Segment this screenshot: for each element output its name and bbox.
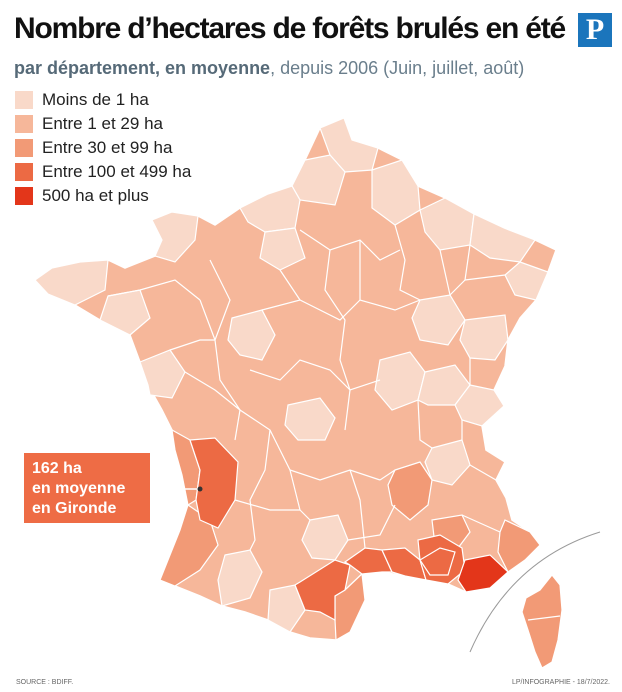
department-border [234,499,300,511]
legend-item: 500 ha et plus [15,184,191,208]
le-parisien-logo: P [578,13,612,47]
department [497,519,541,573]
gironde-callout: 162 ha en moyenne en Gironde [24,453,150,523]
subtitle-bold: par département, en moyenne [14,58,271,78]
legend-label: Moins de 1 ha [42,90,149,109]
legend-swatch [15,91,33,109]
callout-line: 162 ha [32,460,82,477]
subtitle-rest: , depuis 2006 (Juin, juillet, août) [270,58,525,78]
department-var [457,554,509,593]
department-border [439,249,451,296]
legend-swatch [15,163,33,181]
legend-label: Entre 100 et 499 ha [42,162,192,181]
department [459,314,509,361]
department [259,227,306,271]
department-border [527,615,561,621]
map-title: Nombre d’hectares de forêts brulés en ét… [14,12,566,45]
department-border [349,469,366,549]
department [334,572,366,642]
department [343,547,393,575]
department [291,154,346,206]
department [419,547,456,576]
department-border [184,371,241,411]
department [504,261,549,301]
legend-item: Moins de 1 ha [15,88,191,112]
departments-high [189,437,466,621]
department-border [261,299,421,321]
legend-swatch [15,187,33,205]
department-border [469,464,497,481]
departments-lightest [34,117,549,633]
department-border [394,224,421,301]
department-border [379,469,396,481]
legend-label: 500 ha et plus [42,186,149,205]
department-border [249,359,381,391]
department-border [461,514,501,533]
legend: Moins de 1 ha Entre 1 et 29 ha Entre 30 … [15,88,191,208]
department-border [209,259,241,441]
departments-top [457,554,509,593]
callout-pointer-dot [197,486,203,492]
legend-item: Entre 1 et 29 ha [15,112,191,136]
source-note: SOURCE : BDIFF. [16,679,74,686]
department [294,559,351,621]
callout-line: en moyenne [32,480,126,497]
department [151,211,199,263]
credit-note: LP/INFOGRAPHIE - 18/7/2022. [511,679,610,686]
department [454,384,505,427]
legend-swatch [15,115,33,133]
department-border [239,409,381,481]
department-border [324,249,351,431]
corsica [521,574,563,669]
department [284,397,336,441]
map-subtitle: par département, en moyenne, depuis 2006… [14,58,524,79]
callout-line: en Gironde [32,500,117,517]
department [34,259,109,306]
department-border [347,504,396,541]
corsica-separator-arc [469,531,601,653]
legend-swatch [15,139,33,157]
department-border [249,429,271,551]
legend-item: Entre 100 et 499 ha [15,160,191,184]
legend-label: Entre 30 et 99 ha [42,138,173,157]
department-border [169,339,215,351]
department-border [279,269,301,301]
department [159,504,219,587]
department-gironde [189,437,239,529]
department [239,185,301,233]
department [267,584,306,633]
department-borders [107,224,506,551]
legend-item: Entre 30 et 99 ha [15,136,191,160]
legend-label: Entre 1 et 29 ha [42,114,163,133]
department [319,117,379,173]
department-border [199,299,216,341]
department-border [464,274,506,281]
department [99,289,151,336]
department-border [107,279,201,301]
department [387,461,433,521]
department-border [417,399,433,449]
